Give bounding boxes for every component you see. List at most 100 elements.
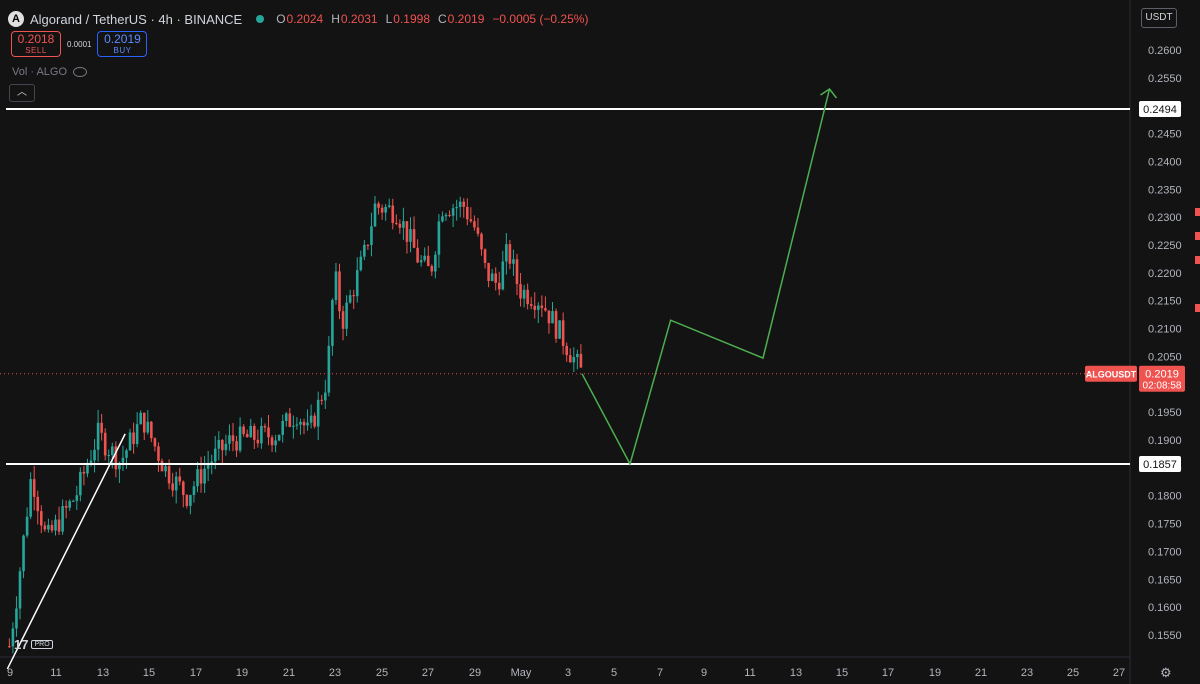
currency-button[interactable]: USDT	[1141, 8, 1177, 28]
candle-body-up	[572, 357, 576, 363]
eye-hidden-icon[interactable]	[73, 67, 88, 77]
x-tick-label: 23	[329, 667, 341, 679]
candle-body-up	[86, 464, 89, 474]
candle-body-up	[238, 426, 242, 451]
x-tick-label: 17	[882, 667, 894, 679]
x-tick-label: 27	[422, 667, 434, 679]
candle-body-up	[277, 434, 281, 441]
x-tick-label: 11	[50, 667, 61, 679]
candle-body-up	[327, 345, 331, 393]
y-tick-label: 0.1550	[1148, 630, 1182, 642]
candle-body-up	[61, 506, 64, 532]
candle-body-down	[167, 466, 171, 484]
spread-value: 0.0001	[67, 39, 92, 49]
candle-body-down	[82, 471, 86, 474]
tradingview-logo[interactable]: 17 PRO	[14, 637, 53, 652]
sell-button[interactable]: 0.2018 SELL	[11, 31, 61, 57]
y-tick-label: 0.2250	[1148, 240, 1182, 252]
candle-body-down	[568, 355, 572, 363]
level-price-label: 0.2494	[1143, 104, 1177, 116]
x-tick-label: 9	[701, 667, 707, 679]
y-tick-label: 0.2300	[1148, 212, 1182, 224]
candle-body-up	[128, 432, 132, 451]
candle-body-up	[558, 320, 561, 339]
candle-body-down	[448, 214, 451, 216]
candle-body-down	[267, 427, 270, 438]
candle-body-up	[419, 260, 423, 263]
candle-body-up	[537, 305, 540, 310]
x-tick-label: 13	[790, 667, 802, 679]
candle-body-up	[213, 448, 217, 462]
y-tick-label: 0.2450	[1148, 129, 1182, 141]
candle-body-down	[103, 432, 107, 456]
candle-body-down	[579, 353, 583, 368]
candle-body-down	[160, 460, 164, 472]
volume-indicator[interactable]: Vol · ALGO	[12, 66, 88, 78]
candle-body-up	[118, 462, 121, 470]
candle-body-up	[174, 476, 178, 491]
candle-body-down	[253, 425, 256, 440]
candle-body-down	[547, 310, 551, 324]
symbol-title[interactable]: Algorand / TetherUS · 4h · BINANCE	[30, 11, 243, 27]
candle-body-up	[437, 221, 441, 255]
collapse-legend-button[interactable]: ︿	[9, 84, 35, 102]
countdown-label: 02:08:58	[1143, 381, 1182, 392]
candle-body-up	[25, 516, 29, 536]
sell-price: 0.2018	[17, 32, 55, 46]
candle-body-down	[544, 308, 547, 311]
alert-marker-icon	[1195, 304, 1200, 312]
candle-body-up	[316, 399, 320, 427]
candle-body-down	[231, 435, 235, 442]
ohlc-low-value: 0.1998	[393, 12, 430, 26]
x-tick-label: 17	[190, 667, 202, 679]
candle-body-down	[480, 233, 483, 250]
candle-body-up	[451, 208, 455, 216]
candle-body-up	[96, 422, 100, 450]
candle-body-up	[79, 471, 82, 496]
sell-label: SELL	[25, 46, 47, 55]
y-tick-label: 0.1950	[1148, 407, 1182, 419]
candle-body-up	[370, 226, 373, 245]
candle-body-up	[434, 254, 437, 272]
candle-body-down	[483, 249, 487, 263]
candle-body-up	[203, 468, 206, 484]
candle-body-up	[334, 271, 338, 301]
candle-body-up	[192, 486, 196, 496]
candle-body-down	[302, 421, 306, 426]
candle-body-up	[274, 440, 277, 446]
gear-icon[interactable]: ⚙	[1160, 665, 1172, 680]
current-price-label: 0.2019	[1145, 369, 1179, 381]
y-tick-label: 0.2200	[1148, 268, 1182, 280]
candle-body-up	[455, 207, 458, 209]
candle-body-down	[43, 525, 47, 530]
y-tick-label: 0.2600	[1148, 45, 1182, 57]
candle-body-down	[494, 273, 497, 283]
candle-body-up	[384, 206, 387, 213]
level-price-label: 0.1857	[1143, 459, 1177, 471]
candle-body-down	[182, 481, 185, 495]
buy-button[interactable]: 0.2019 BUY	[97, 31, 148, 57]
candle-body-down	[64, 506, 68, 508]
candle-body-up	[324, 392, 327, 401]
algorand-logo-icon: A	[8, 11, 24, 27]
candle-body-up	[121, 457, 125, 463]
y-tick-label: 0.1700	[1148, 546, 1182, 558]
ohlc-open-value: 0.2024	[286, 12, 324, 26]
candle-body-down	[235, 441, 238, 451]
candle-body-up	[89, 460, 93, 465]
alert-marker-icon	[1195, 232, 1200, 240]
buy-price: 0.2019	[104, 32, 141, 46]
candle-body-up	[18, 571, 22, 609]
candle-body-up	[444, 214, 448, 217]
candle-body-down	[142, 412, 146, 433]
candle-body-down	[526, 289, 529, 305]
candle-body-up	[363, 244, 366, 257]
x-tick-label: 25	[1067, 667, 1079, 679]
candle-body-up	[135, 424, 139, 444]
candle-body-up	[139, 412, 142, 425]
candle-body-up	[189, 495, 192, 506]
candle-body-up	[228, 435, 231, 444]
level-price-tag	[1139, 101, 1181, 118]
candle-body-up	[281, 420, 284, 435]
